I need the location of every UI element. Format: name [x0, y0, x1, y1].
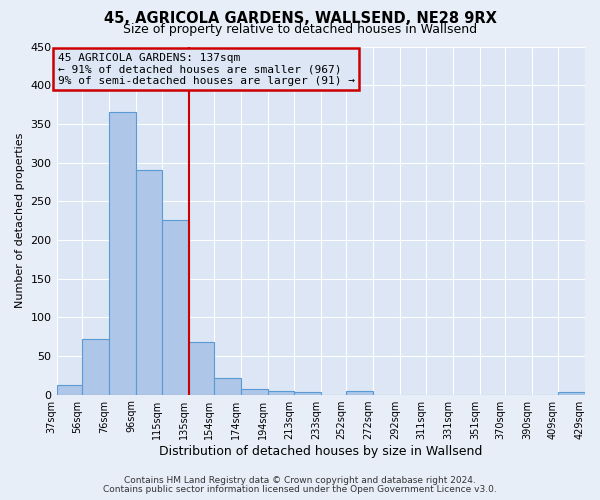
Bar: [82, 339, 109, 394]
Bar: [558, 392, 585, 394]
Text: Size of property relative to detached houses in Wallsend: Size of property relative to detached ho…: [123, 22, 477, 36]
Bar: [109, 112, 136, 395]
Text: 45 AGRICOLA GARDENS: 137sqm
← 91% of detached houses are smaller (967)
9% of sem: 45 AGRICOLA GARDENS: 137sqm ← 91% of det…: [58, 52, 355, 86]
Text: Contains HM Land Registry data © Crown copyright and database right 2024.: Contains HM Land Registry data © Crown c…: [124, 476, 476, 485]
Bar: [188, 342, 214, 394]
Bar: [346, 392, 373, 394]
Bar: [241, 389, 268, 394]
Bar: [136, 170, 161, 394]
Bar: [161, 220, 188, 394]
Bar: [268, 390, 294, 394]
Text: Contains public sector information licensed under the Open Government Licence v3: Contains public sector information licen…: [103, 484, 497, 494]
Bar: [56, 384, 82, 394]
X-axis label: Distribution of detached houses by size in Wallsend: Distribution of detached houses by size …: [159, 444, 482, 458]
Y-axis label: Number of detached properties: Number of detached properties: [15, 133, 25, 308]
Text: 45, AGRICOLA GARDENS, WALLSEND, NE28 9RX: 45, AGRICOLA GARDENS, WALLSEND, NE28 9RX: [104, 11, 496, 26]
Bar: [214, 378, 241, 394]
Bar: [294, 392, 321, 394]
